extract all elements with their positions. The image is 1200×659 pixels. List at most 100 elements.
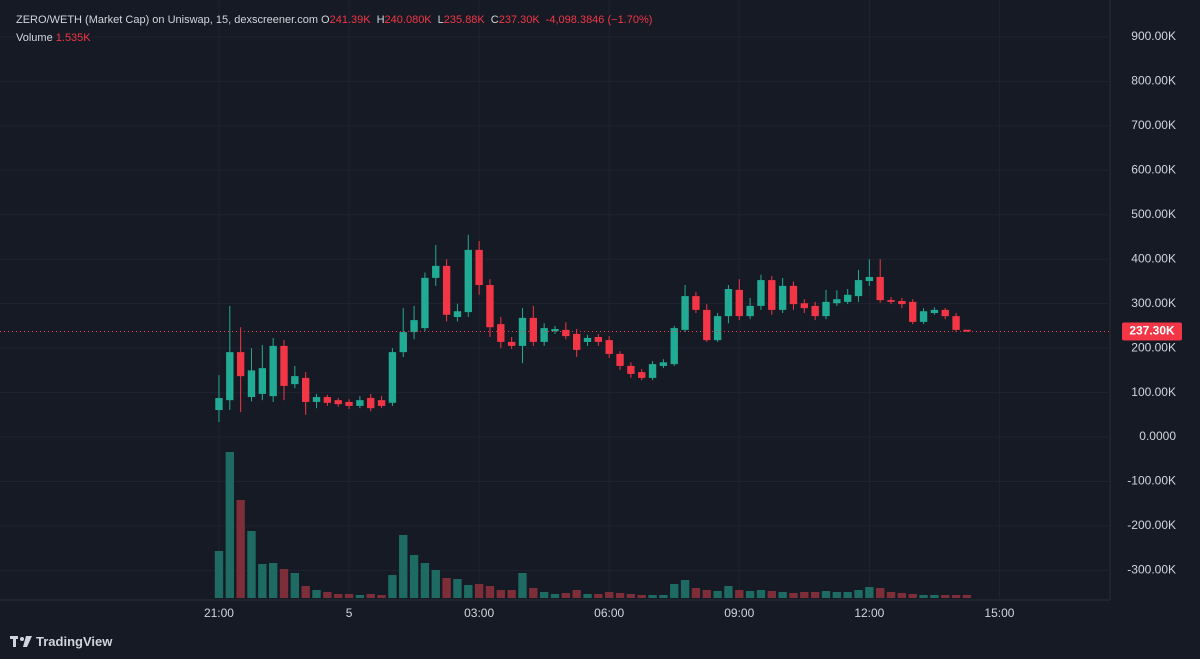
y-tick-label: 100.00K <box>1131 385 1176 399</box>
volume-bar <box>225 452 234 598</box>
volume-bar <box>399 535 408 598</box>
ohlc-key: C <box>490 14 499 26</box>
price-tag-label: 237.30K <box>1129 324 1175 338</box>
candle-body <box>843 294 852 302</box>
volume-bar <box>496 590 505 598</box>
candle-body <box>638 372 646 378</box>
volume-bar <box>366 594 375 598</box>
candle-body <box>811 305 819 317</box>
x-tick-label: 06:00 <box>594 606 624 620</box>
y-tick-label: -100.00K <box>1127 474 1176 488</box>
y-tick-label: 700.00K <box>1131 118 1176 132</box>
candle-body <box>301 377 310 402</box>
volume-bar <box>800 592 809 598</box>
volume-bar <box>735 590 744 598</box>
candle-body <box>323 397 332 403</box>
volume-bar <box>388 575 397 598</box>
y-tick-label: 500.00K <box>1131 207 1176 221</box>
candle-body <box>692 296 700 310</box>
volume-bar <box>648 595 657 598</box>
candle-body <box>236 352 245 377</box>
candle-body <box>562 329 570 337</box>
volume-bar <box>561 593 571 598</box>
candle-body <box>887 300 895 302</box>
x-tick-label: 09:00 <box>724 606 754 620</box>
volume-legend: Volume 1.535K <box>16 32 97 44</box>
candle-body <box>735 289 743 317</box>
volume-bar <box>539 592 549 598</box>
candle-body <box>421 277 429 329</box>
x-tick-label: 03:00 <box>464 606 494 620</box>
volume-bar <box>485 586 495 598</box>
volume-value: 1.535K <box>55 32 91 44</box>
x-tick-label: 15:00 <box>984 606 1014 620</box>
candle-body <box>507 341 516 346</box>
volume-bar <box>832 592 842 598</box>
candle-body <box>497 324 505 342</box>
ohlc-value: 235.88K <box>443 14 485 26</box>
candle-body <box>367 397 375 409</box>
candle-body <box>952 316 960 330</box>
candle-body <box>388 352 397 403</box>
price-tag <box>1122 322 1182 341</box>
y-tick-label: -300.00K <box>1127 563 1176 577</box>
candle-body <box>540 328 548 342</box>
candle-body <box>746 305 754 317</box>
volume-bar <box>930 595 939 598</box>
volume-bar <box>518 573 527 598</box>
volume-bar <box>453 579 462 598</box>
volume-bar <box>268 563 278 598</box>
candle-body <box>778 285 787 310</box>
volume-bar <box>886 592 896 598</box>
candle-body <box>854 280 863 297</box>
ohlc-value: 241.39K <box>329 14 371 26</box>
candle-body <box>909 301 917 322</box>
volume-bar <box>843 592 852 598</box>
volume-bar <box>680 580 690 598</box>
volume-bar <box>583 594 592 598</box>
candle-body <box>865 276 874 281</box>
candle-body <box>963 329 971 332</box>
volume-bar <box>691 588 701 598</box>
volume-bar <box>323 592 332 598</box>
candle-body <box>529 317 538 342</box>
volume-bar <box>876 588 885 598</box>
volume-bar <box>279 569 289 598</box>
volume-bar <box>334 594 343 598</box>
candle-body <box>453 311 462 318</box>
ohlc-value: 240.080K <box>384 14 432 26</box>
candle-body <box>269 345 277 397</box>
volume-bar <box>941 595 950 598</box>
y-tick-label: 800.00K <box>1131 74 1176 88</box>
volume-bar <box>290 573 300 598</box>
candle-body <box>930 309 939 314</box>
candle-body <box>941 309 949 317</box>
candle-body <box>215 398 223 411</box>
candle-body <box>486 284 494 328</box>
volume-bar <box>431 570 440 598</box>
brand[interactable]: TradingView <box>10 634 112 649</box>
candle-body <box>572 333 581 350</box>
x-tick-label: 21:00 <box>204 606 234 620</box>
volume-bar <box>810 592 820 598</box>
ohlc-key: H <box>376 14 385 26</box>
volume-bar <box>355 595 365 598</box>
candle-body <box>410 320 418 333</box>
volume-bar <box>908 594 917 598</box>
chart-title: ZERO/WETH (Market Cap) on Uniswap, 15, d… <box>16 14 318 26</box>
candle-body <box>226 352 234 401</box>
candle-body <box>280 345 288 386</box>
candle-body <box>681 296 689 330</box>
candle-body <box>291 376 299 385</box>
ohlc-key: O <box>321 14 330 26</box>
ohlc-value: 237.30K <box>498 14 540 26</box>
volume-bar <box>713 591 722 598</box>
volume-bar <box>247 531 256 598</box>
brand-logo <box>10 635 32 647</box>
y-tick-label: 200.00K <box>1131 340 1176 354</box>
candle-body <box>377 400 386 406</box>
volume-bar <box>312 590 321 598</box>
candle-body <box>703 309 711 341</box>
candle-body <box>312 397 321 402</box>
volume-bar <box>550 594 560 598</box>
